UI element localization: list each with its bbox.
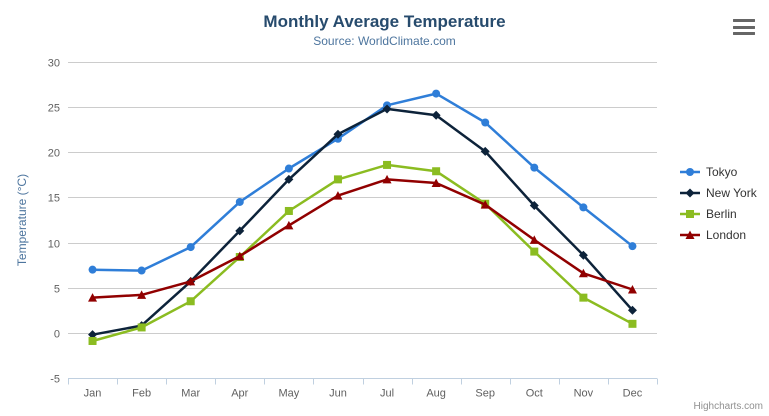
data-point-marker[interactable] [685,188,695,197]
y-tick-label: 0 [54,329,60,341]
x-tick-label: Mar [181,388,200,400]
data-point-marker[interactable] [333,175,342,184]
x-tick-label: May [278,388,299,400]
hamburger-icon [733,25,755,29]
chart-subtitle: Source: WorldClimate.com [313,34,456,48]
legend-item-label: Tokyo [706,164,738,179]
data-point-marker[interactable] [685,230,695,239]
series-london-line [91,178,634,299]
x-tick-label: Jul [380,388,394,400]
data-point-marker[interactable] [686,209,694,218]
x-tick-label: Jan [84,388,102,400]
series-london [88,174,637,302]
data-point-marker[interactable] [530,163,539,172]
data-point-marker[interactable] [480,146,490,156]
data-point-marker[interactable] [628,242,637,251]
export-menu-button[interactable] [733,19,755,35]
data-point-marker[interactable] [137,266,146,275]
gridlines [68,62,657,379]
x-tick-label: Nov [574,388,594,400]
y-tick-label: 30 [48,58,60,70]
data-point-marker[interactable] [284,220,294,230]
data-point-marker[interactable] [284,164,293,173]
legend-item-label: Berlin [706,206,737,221]
data-point-marker[interactable] [530,247,539,256]
legend-marker-circle-icon [680,167,700,176]
legend-item-label: New York [706,185,757,200]
data-point-marker[interactable] [529,235,539,244]
series-new-york-line [91,107,634,336]
x-tick-label: Oct [526,388,543,400]
legend-item-london[interactable]: London [679,224,757,245]
legend-item-new-york[interactable]: New York [679,182,757,203]
data-point-marker[interactable] [432,89,441,98]
x-tick-label: Jun [329,388,347,400]
x-tick-label: Feb [132,388,151,400]
x-tick-label: Sep [475,388,495,400]
data-point-marker[interactable] [686,167,694,176]
data-point-marker[interactable] [481,118,490,127]
data-point-marker[interactable] [579,293,588,302]
data-point-marker[interactable] [480,200,490,209]
data-point-marker[interactable] [186,297,195,306]
legend-marker-square-icon [680,209,700,218]
data-point-marker[interactable] [628,319,637,328]
data-point-marker[interactable] [431,178,441,187]
data-point-marker[interactable] [284,206,293,215]
legend-item-berlin[interactable]: Berlin [679,203,757,224]
legend-marker-triangle-icon [680,230,700,239]
data-point-marker[interactable] [382,174,392,184]
y-axis-title: Temperature (°C) [15,174,29,266]
data-point-marker[interactable] [235,197,244,206]
data-point-marker[interactable] [88,265,97,274]
legend-marker-diamond-icon [680,188,700,197]
legend-item-label: London [706,227,747,242]
y-axis-labels: -5 0 5 10 15 20 25 30 [48,58,60,386]
data-point-marker[interactable] [383,160,392,169]
legend-item-tokyo[interactable]: Tokyo [679,161,757,182]
data-point-marker[interactable] [333,191,343,200]
series-berlin-line [91,163,634,343]
series-tokyo [88,89,637,275]
data-point-marker[interactable] [88,293,98,302]
chart-title: Monthly Average Temperature [263,12,506,31]
data-point-marker[interactable] [88,330,98,340]
y-tick-label: 15 [48,193,60,205]
y-tick-label: 25 [48,103,60,115]
data-point-marker[interactable] [432,167,441,176]
data-point-marker[interactable] [627,305,637,315]
data-point-marker[interactable] [186,243,195,252]
data-point-marker[interactable] [88,336,97,345]
x-tick-label: Dec [623,388,643,400]
y-tick-label: 5 [54,284,60,296]
hamburger-icon [733,32,755,35]
x-axis: Jan Feb Mar Apr May Jun Jul Aug Sep Oct Nov Dec [68,378,658,400]
legend: Tokyo New York Berlin London [679,161,757,245]
highcharts-credit-link[interactable]: Highcharts.com [693,401,763,412]
x-tick-label: Apr [231,388,248,400]
series-berlin [88,160,637,345]
y-tick-label: -5 [50,374,60,386]
data-point-marker[interactable] [137,290,147,299]
x-tick-label: Aug [426,388,446,400]
data-point-marker[interactable] [627,285,637,294]
data-point-marker[interactable] [186,276,196,286]
data-point-marker[interactable] [235,226,245,236]
series-new-york [88,104,637,340]
data-point-marker[interactable] [284,174,294,184]
data-point-marker[interactable] [137,323,146,332]
data-point-marker[interactable] [579,203,588,212]
data-point-marker[interactable] [578,250,588,260]
data-point-marker[interactable] [578,268,588,278]
data-point-marker[interactable] [333,129,343,139]
data-point-marker[interactable] [382,104,392,114]
hamburger-icon [733,19,755,22]
y-tick-label: 10 [48,239,60,251]
data-point-marker[interactable] [431,110,441,120]
data-point-marker[interactable] [529,201,539,211]
y-tick-label: 20 [48,148,60,160]
data-point-marker[interactable] [235,251,245,261]
